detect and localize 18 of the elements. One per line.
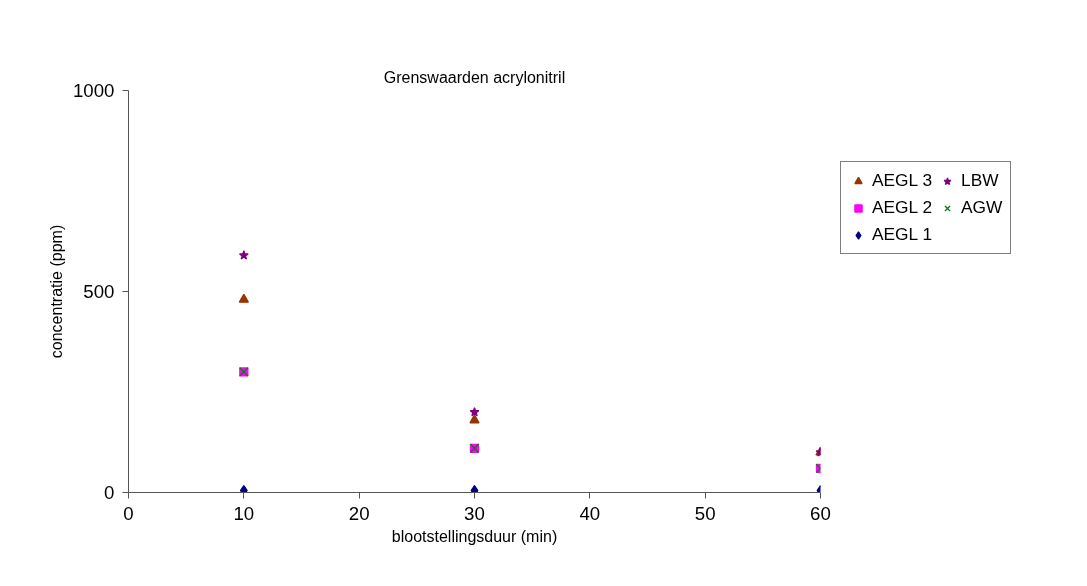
y-axis-title: concentratie (ppm) [48,224,65,359]
x-axis-title: blootstellingsduur (min) [391,527,558,545]
x-tick-label: 60 [810,502,831,524]
x-tick-label: 20 [348,502,370,524]
x-tick-label: 10 [233,502,255,524]
y-tick-label: 1000 [73,80,115,101]
legend-label: LBW [961,170,999,191]
x-tick-label: 30 [464,502,485,524]
legend-label: AEGL 1 [872,224,933,245]
y-tick-label: 500 [83,281,115,302]
chart-title: Grenswaarden acrylonitril [383,68,566,86]
legend-label: AEGL 2 [872,197,933,218]
x-tick-label: 40 [579,502,601,524]
legend-label: AEGL 3 [872,170,933,191]
y-tick-label: 0 [104,482,115,503]
x-tick-label: 0 [123,502,134,524]
x-tick-label: 50 [694,502,716,524]
legend-label: AGW [961,197,1003,218]
